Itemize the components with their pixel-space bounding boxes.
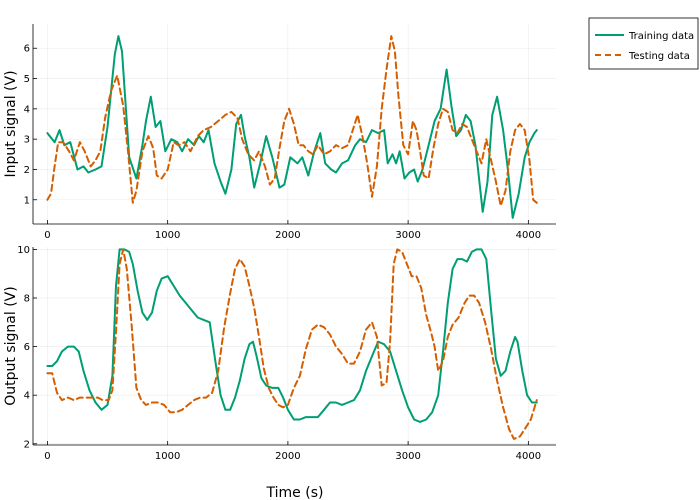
input-series-group xyxy=(46,35,538,219)
legend-label-training: Training data xyxy=(628,31,694,42)
input-y-tick-label: 1 xyxy=(24,195,30,206)
input-x-tick-label: 1000 xyxy=(155,230,180,241)
legend-label-testing: Testing data xyxy=(628,51,690,62)
input-series-testing-data xyxy=(46,35,538,207)
legend: Training data Testing data xyxy=(588,17,699,70)
output-y-tick-label: 8 xyxy=(24,294,30,305)
input-y-tick-label: 5 xyxy=(24,74,30,85)
output-x-tick-label: 1000 xyxy=(155,451,180,462)
input-y-tick-label: 6 xyxy=(24,44,30,55)
input-y-tick-label: 4 xyxy=(24,104,30,115)
output-x-tick-label: 0 xyxy=(44,451,50,462)
input-series-training-data xyxy=(46,35,538,219)
output-axes: 0 1000 2000 3000 4000 2 4 6 8 10 xyxy=(17,245,556,462)
x-axis-label: Time (s) xyxy=(266,485,324,500)
output-x-tick-label: 4000 xyxy=(516,451,541,462)
output-grid xyxy=(33,247,556,445)
output-y-axis-label: Output signal (V) xyxy=(3,286,19,405)
input-y-tick-label: 2 xyxy=(24,165,30,176)
output-panel: 0 1000 2000 3000 4000 2 4 6 8 10 Output signal (V… xyxy=(3,245,556,462)
input-x-tick-label: 3000 xyxy=(395,230,420,241)
input-x-tick-label: 0 xyxy=(44,230,50,241)
legend-box xyxy=(588,17,699,70)
input-x-tick-label: 4000 xyxy=(516,230,541,241)
input-axes: 0 1000 2000 3000 4000 1 2 3 4 5 6 xyxy=(24,24,556,241)
output-series-group xyxy=(46,248,538,440)
output-y-tick-label: 4 xyxy=(24,391,30,402)
output-y-tick-label: 10 xyxy=(17,245,30,256)
input-panel: 0 1000 2000 3000 4000 1 2 3 4 5 6 Input signal (V) xyxy=(3,24,556,241)
output-x-tick-label: 2000 xyxy=(275,451,300,462)
input-x-tick-label: 2000 xyxy=(275,230,300,241)
output-y-tick-label: 6 xyxy=(24,342,30,353)
input-y-axis-label: Input signal (V) xyxy=(3,70,19,177)
output-x-tick-label: 3000 xyxy=(395,451,420,462)
output-y-tick-label: 2 xyxy=(24,439,30,450)
input-grid xyxy=(33,24,556,224)
output-series-training-data xyxy=(46,248,538,423)
input-y-tick-label: 3 xyxy=(24,135,30,146)
output-series-testing-data xyxy=(46,248,538,440)
